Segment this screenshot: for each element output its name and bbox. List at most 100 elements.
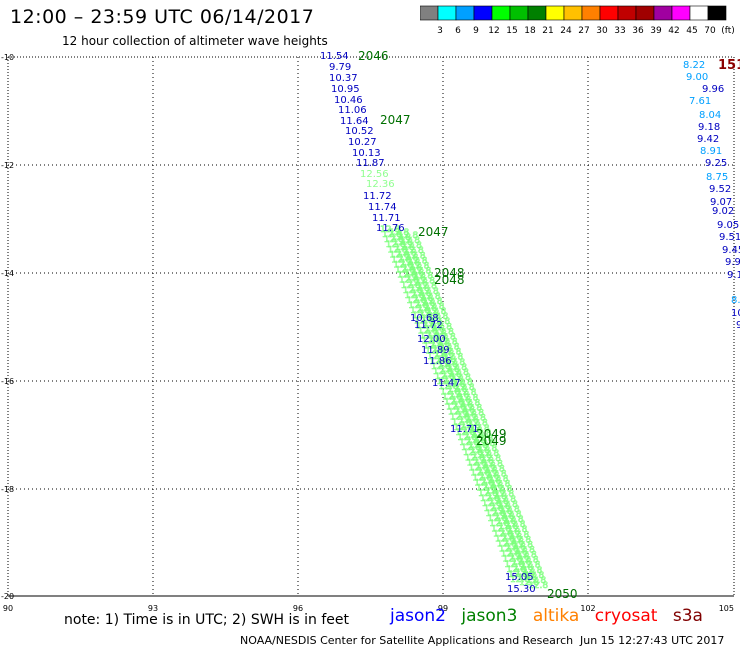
satellite-cryosat: cryosat [594,606,658,626]
jason2-swh-label: 11.54 [320,51,349,62]
swath-mark: 12.8 [478,489,498,499]
swath-mark: 12.8 [470,424,490,434]
swath-mark: 12.8 [508,570,528,580]
east-track-swh-label: 9.18 [698,122,720,133]
swath-mark: 12.8 [431,362,451,372]
satellite-altika: altika [532,606,580,626]
swath-mark: 12.8 [493,507,513,517]
swath-mark: 12.8 [395,266,415,276]
lon-tick-label: 93 [148,604,158,613]
axis-tick-labels: 90 93 96 99 102 105 -10 -12 -14 -16 -18 -20 [1,53,734,613]
swath-mark: 12.8 [472,474,492,484]
swath-mark: 12.8 [400,258,420,268]
legend-swatch [491,5,511,21]
swath-mark: 12.8 [416,321,436,331]
swath-mark: 12.8 [458,393,478,403]
lat-tick-label: -18 [1,485,14,494]
swath-mark: 12.8 [504,515,524,525]
jason2-swh-label: 11.72 [414,320,443,331]
swath-mark: 12.8 [415,277,435,287]
swath-mark: 12.8 [437,377,457,387]
legend-label: 12 [488,26,499,35]
swath-mark: 12.8 [446,403,466,413]
east-track-swh-label: 9 [736,320,740,331]
jason2-swh-label: 11.47 [432,378,461,389]
swath-mark: 12.8 [493,529,513,539]
pass-time-label: 2048 [434,273,465,287]
satellite-jason3: jason3 [461,606,518,626]
lon-tick-label: 99 [438,604,448,613]
legend-label: 3 [437,26,443,35]
jason2-swh-label: 11.87 [356,158,385,169]
jason2-swh-label: 10.46 [334,95,363,106]
swath-mark: 12.8 [430,340,450,350]
swath-mark: 12.8 [474,456,494,466]
swath-mark: 12.8 [449,368,469,378]
legend-label: (ft) [721,26,735,35]
swath-mark: 12.8 [506,542,526,552]
credit-text: NOAA/NESDIS Center for Satellite Applica… [240,634,574,647]
satellite-s3a: s3a [672,606,703,626]
pass-time-label: 2049 [476,427,507,441]
swath-mark: 12.8 [399,276,419,286]
jason3-swath: 12.812.812.812.812.812.812.812.812.812.8… [380,225,549,592]
swath-mark: 12.8 [440,365,460,375]
swath-mark: 12.8 [479,471,499,481]
swath-mark: 12.8 [450,413,470,423]
swath-mark: 12.8 [391,233,411,243]
pass-time-label: 2048 [434,266,465,280]
swath-mark: 12.8 [441,348,461,358]
jason2-swh-label: 11.06 [338,105,367,116]
swath-mark: 12.8 [507,525,527,535]
jason2-swh-label: 10.27 [348,137,377,148]
swath-mark: 12.8 [412,289,432,299]
swath-mark: 12.8 [469,463,489,473]
swath-mark: 12.8 [427,352,447,362]
swath-mark: 12.8 [426,307,446,317]
swath-mark: 12.8 [464,409,484,419]
swath-mark: 12.8 [429,357,449,367]
east-track-swh-label: 9.51 [719,232,740,243]
legend-swatch [437,5,457,21]
swath-mark: 12.8 [408,279,428,289]
swath-mark: 12.8 [453,378,473,388]
swath-mark: 12.8 [425,324,445,334]
swath-mark: 12.8 [433,367,453,377]
swath-mark: 12.8 [506,565,526,575]
swath-mark: 12.8 [412,311,432,321]
east-track-swh-label: 9.25 [705,158,727,169]
legend-label: 21 [542,26,553,35]
swath-mark: 12.8 [440,387,460,397]
swath-mark: 12.8 [490,480,510,490]
legend-label: 24 [560,26,572,35]
swath-mark: 12.8 [517,573,537,583]
swath-mark: 12.8 [520,561,540,571]
swath-mark: 12.8 [462,403,482,413]
track-labels: 11.549.7910.3710.9510.4611.0611.6410.521… [320,49,740,601]
legend-swatch [707,5,727,21]
swath-mark: 12.8 [513,563,533,573]
swath-mark: 12.8 [461,421,481,431]
swath-mark: 12.8 [487,492,507,502]
swath-mark: 12.8 [389,228,409,238]
jason2-swh-label: 12.00 [417,334,446,345]
swath-mark: 12.8 [509,530,529,540]
swath-mark: 12.8 [466,436,486,446]
swath-mark: 12.8 [410,284,430,294]
legend-swatch [671,5,691,21]
swath-mark: 12.8 [449,390,469,400]
swath-mark: 12.8 [438,382,458,392]
east-track-swh-label: 8.75 [706,172,728,183]
legend-swatch [599,5,619,21]
swath-mark: 12.8 [477,444,497,454]
east-track-swh-label: 9.07 [710,197,732,208]
page-subtitle: 12 hour collection of altimeter wave hei… [62,34,328,48]
swath-mark: 12.8 [483,482,503,492]
swath-mark: 12.8 [522,566,542,576]
swath-mark: 12.8 [453,423,473,433]
swath-mark: 12.8 [528,581,548,591]
legend-swatch [545,5,565,21]
swath-mark: 12.8 [468,441,488,451]
east-track-swh-label: 8.04 [699,110,721,121]
swath-mark: 12.8 [485,487,505,497]
